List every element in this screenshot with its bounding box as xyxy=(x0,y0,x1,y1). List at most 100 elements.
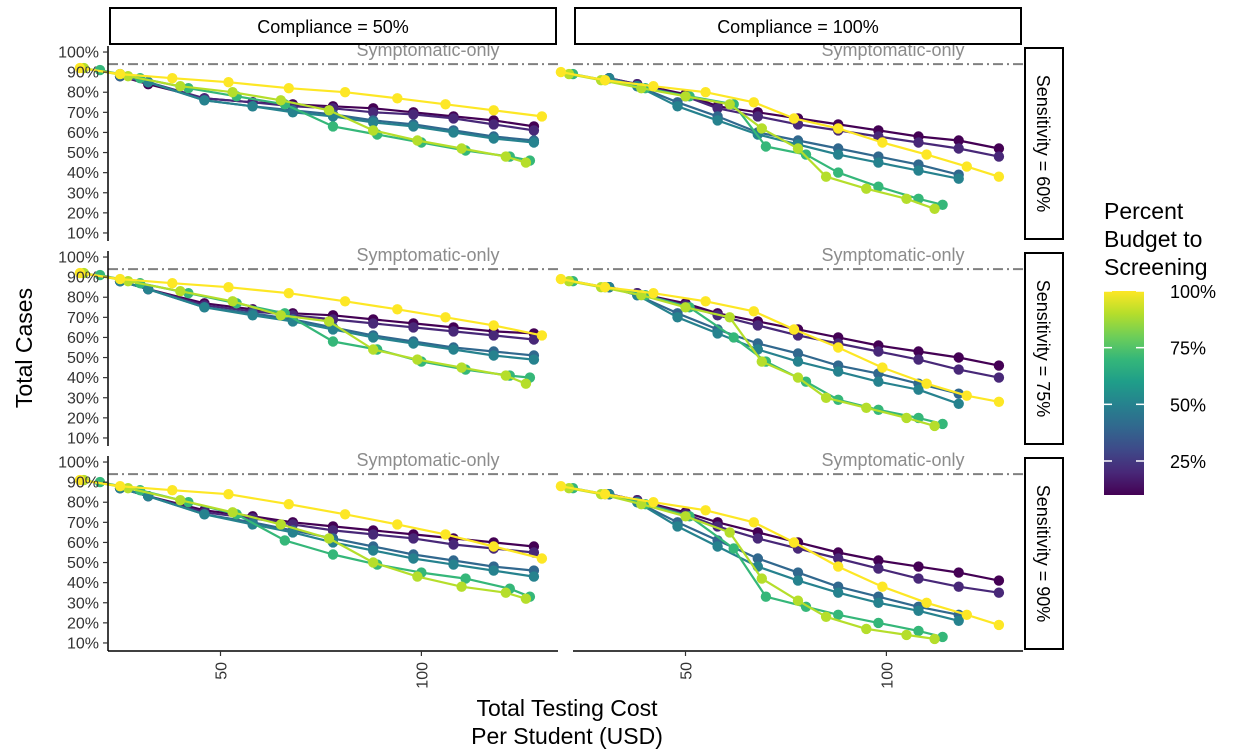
data-point xyxy=(993,372,1005,383)
data-point xyxy=(287,527,298,538)
row-strip xyxy=(1024,457,1064,650)
legend: Percent Budget to Screening 100% 75% 50% 25… xyxy=(1104,198,1216,495)
data-point xyxy=(327,549,339,560)
data-point xyxy=(448,127,459,138)
data-point xyxy=(114,273,126,285)
y-tick-label: 20% xyxy=(67,615,99,632)
x-tick-label: 100 xyxy=(879,662,896,689)
data-point xyxy=(929,420,940,432)
series-line xyxy=(560,71,1000,178)
data-point xyxy=(913,137,924,148)
data-point xyxy=(599,489,611,500)
data-point xyxy=(648,497,659,508)
data-point xyxy=(167,73,178,84)
data-point xyxy=(408,322,419,333)
legend-ticks: 100% 75% 50% 25% xyxy=(1104,282,1216,472)
data-point xyxy=(456,581,467,592)
y-tick-label: 70% xyxy=(67,105,99,122)
data-point xyxy=(672,312,683,323)
data-point xyxy=(283,288,294,299)
data-point xyxy=(283,83,294,94)
data-point xyxy=(929,633,940,645)
data-point xyxy=(953,364,964,375)
data-point xyxy=(339,87,351,98)
data-point xyxy=(877,362,888,373)
data-point xyxy=(392,519,403,530)
data-point xyxy=(712,541,723,552)
data-point xyxy=(873,597,884,608)
data-point xyxy=(748,306,759,317)
data-point xyxy=(961,161,972,172)
panel: Symptomatic-only xyxy=(74,40,558,168)
data-point xyxy=(440,99,451,110)
data-point xyxy=(913,165,924,176)
data-point xyxy=(456,362,467,373)
legend-colorbar xyxy=(1104,291,1144,495)
data-point xyxy=(448,539,459,550)
reference-line-label: Symptomatic-only xyxy=(356,245,499,265)
data-point xyxy=(488,330,499,341)
reference-line-label: Symptomatic-only xyxy=(821,450,964,470)
reference-line-label: Symptomatic-only xyxy=(356,40,499,60)
series-line xyxy=(608,493,1000,582)
data-point xyxy=(913,625,924,637)
data-point xyxy=(833,609,844,620)
series-line xyxy=(79,479,543,560)
data-point xyxy=(993,575,1005,586)
data-point xyxy=(339,509,351,520)
data-point xyxy=(724,99,735,110)
data-point xyxy=(877,137,888,148)
y-tick-label: 80% xyxy=(67,290,99,307)
data-point xyxy=(528,137,540,148)
data-point xyxy=(488,119,499,130)
data-point xyxy=(993,171,1005,182)
data-point xyxy=(555,273,567,285)
data-point xyxy=(488,133,499,144)
y-tick-label: 10% xyxy=(67,225,99,242)
data-point xyxy=(440,312,451,323)
data-point xyxy=(599,75,611,86)
row-strip xyxy=(1024,252,1064,445)
y-tick-label: 100% xyxy=(58,250,99,267)
data-point xyxy=(820,611,832,622)
data-point xyxy=(283,499,294,510)
data-point xyxy=(953,143,964,154)
data-point xyxy=(528,125,540,136)
data-point xyxy=(223,282,234,293)
data-point xyxy=(199,302,210,313)
data-point xyxy=(861,623,872,635)
data-point xyxy=(937,199,948,210)
y-tick-label: 50% xyxy=(67,555,99,572)
data-point xyxy=(412,135,423,146)
data-point xyxy=(913,605,924,616)
data-point xyxy=(520,378,532,389)
data-point xyxy=(913,384,924,395)
data-point xyxy=(700,505,711,516)
data-point xyxy=(833,342,844,353)
reference-line-label: Symptomatic-only xyxy=(821,245,964,265)
data-point xyxy=(536,111,548,122)
data-point xyxy=(327,525,339,536)
y-tick-label: 20% xyxy=(67,410,99,427)
data-point xyxy=(792,567,804,578)
y-tick-label: 40% xyxy=(67,575,99,592)
row-strip-label: Sensitivity = 90% xyxy=(1033,485,1053,623)
data-point xyxy=(368,125,379,136)
panel: Symptomatic-only xyxy=(555,40,1023,214)
data-point xyxy=(937,418,948,430)
data-point xyxy=(528,334,540,345)
data-point xyxy=(792,372,804,383)
data-point xyxy=(961,609,972,620)
data-point xyxy=(456,143,467,154)
strips-layer: Compliance = 50% Compliance = 100% Sensiti… xyxy=(109,7,1064,650)
x-tick-label: 100 xyxy=(414,662,431,689)
series-line xyxy=(560,278,1000,403)
y-tick-label: 50% xyxy=(67,350,99,367)
data-point xyxy=(412,354,423,365)
data-point xyxy=(368,545,379,556)
data-point xyxy=(873,157,884,168)
data-point xyxy=(412,571,423,582)
data-point xyxy=(279,535,290,546)
data-point xyxy=(223,489,234,500)
